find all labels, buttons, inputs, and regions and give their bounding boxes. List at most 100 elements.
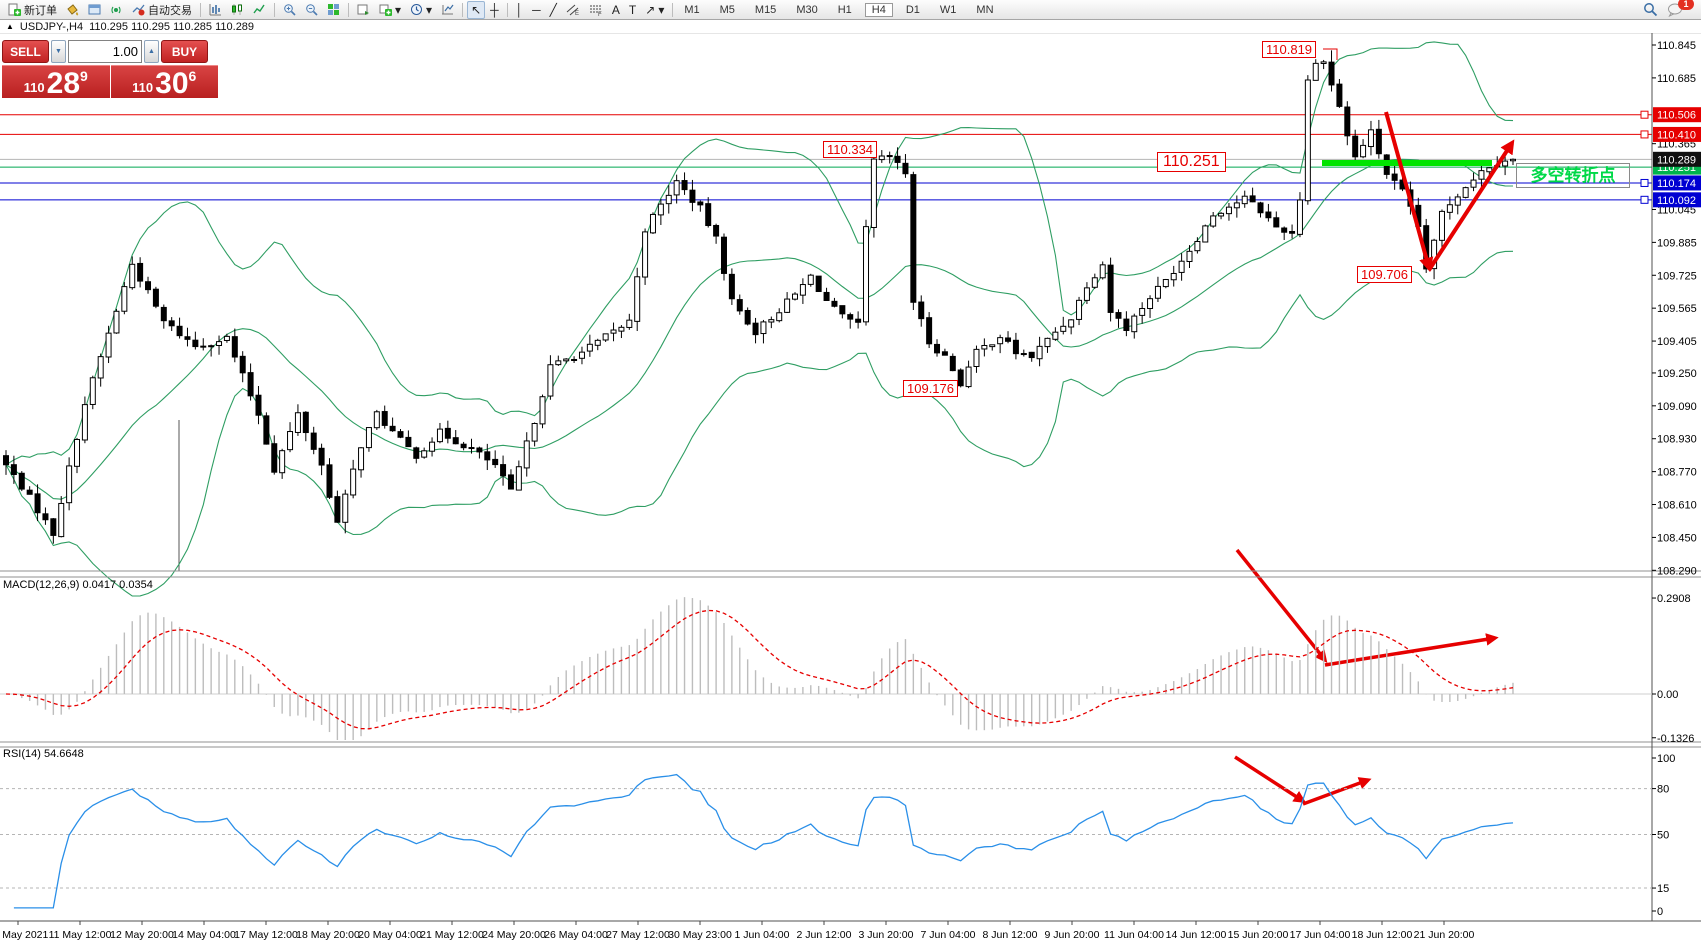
svg-text:109.250: 109.250 — [1657, 368, 1697, 380]
volume-decrement-button[interactable]: ▼ — [51, 40, 66, 63]
svg-text:E: E — [575, 11, 579, 16]
price-annotation-label[interactable]: 109.176 — [903, 380, 958, 397]
svg-text:17 Jun 04:00: 17 Jun 04:00 — [1290, 929, 1351, 941]
sell-price[interactable]: 110 28 9 — [2, 65, 110, 99]
timeframe-MN[interactable]: MN — [976, 3, 994, 16]
buy-price[interactable]: 110 30 6 — [110, 65, 218, 99]
svg-text:14 May 04:00: 14 May 04:00 — [172, 929, 236, 941]
annotation-text[interactable]: 多空转折点 — [1516, 163, 1630, 188]
toolbar-separator — [348, 2, 349, 17]
rsi-line — [13, 773, 1514, 909]
svg-text:110.685: 110.685 — [1657, 73, 1696, 85]
trend-arrows[interactable] — [1234, 111, 1515, 806]
green-highlight-segment[interactable] — [1322, 160, 1492, 166]
tile-windows-button[interactable] — [323, 1, 344, 19]
toolbar-separator — [506, 2, 508, 17]
volume-input[interactable] — [68, 40, 142, 63]
timeframe-H1[interactable]: H1 — [837, 3, 852, 16]
buy-button[interactable]: BUY — [161, 40, 208, 63]
signal-button[interactable] — [106, 1, 127, 19]
new-order-icon — [8, 3, 21, 16]
timeframe-M30[interactable]: M30 — [796, 3, 818, 16]
zoom-out-icon — [306, 4, 318, 16]
bar-chart-button[interactable] — [205, 1, 226, 19]
crosshair-icon: ┼ — [490, 2, 499, 17]
search-button[interactable] — [1639, 1, 1662, 19]
svg-text:109.090: 109.090 — [1657, 401, 1697, 413]
collapse-triangle-icon[interactable]: ▲ — [6, 22, 14, 31]
line-anchor-handle[interactable] — [1640, 130, 1649, 139]
crosshair-tool-button[interactable]: ┼ — [486, 1, 503, 19]
trade-controls-row: SELL ▼ ▲ BUY — [2, 40, 218, 63]
profiles-icon — [357, 4, 369, 15]
autotrading-button[interactable]: 自动交易 — [128, 1, 196, 19]
market-watch-button[interactable] — [84, 1, 105, 19]
horizontal-lines[interactable] — [0, 114, 1652, 201]
zoom-in-button[interactable] — [279, 1, 300, 19]
timeframe-M1[interactable]: M1 — [684, 3, 700, 16]
price-annotation-label[interactable]: 109.706 — [1357, 266, 1412, 283]
svg-text:10 May 2021: 10 May 2021 — [0, 929, 49, 941]
line-chart-button[interactable] — [249, 1, 270, 19]
svg-text:0.00: 0.00 — [1657, 689, 1678, 701]
arrows-tool-button[interactable]: ↗ ▾ — [641, 1, 668, 19]
periods-button[interactable]: ▾ — [406, 1, 436, 19]
svg-text:110.092: 110.092 — [1657, 195, 1696, 207]
cursor-tool-button[interactable]: ↖ — [467, 0, 486, 19]
label-connector — [1323, 48, 1338, 60]
channel-tool-button[interactable]: E — [562, 1, 584, 19]
new-order-button[interactable]: 新订单 — [4, 1, 61, 19]
text-tool-button[interactable]: A — [608, 1, 624, 19]
fibonacci-tool-button[interactable]: F — [585, 1, 607, 19]
notification-badge: 1 — [1678, 0, 1694, 10]
label-tool-button[interactable]: T — [625, 1, 640, 19]
svg-text:-0.1326: -0.1326 — [1657, 733, 1694, 745]
line-anchor-handle[interactable] — [1640, 195, 1649, 204]
svg-text:30 May 23:00: 30 May 23:00 — [668, 929, 732, 941]
profiles-button[interactable] — [353, 1, 374, 19]
timeframe-W1[interactable]: W1 — [939, 3, 957, 16]
svg-text:110.410: 110.410 — [1657, 129, 1696, 141]
svg-text:108.610: 108.610 — [1657, 500, 1697, 512]
styles-bucket-button[interactable] — [62, 1, 83, 19]
line-anchor-handle[interactable] — [1640, 178, 1649, 187]
price-annotation-label[interactable]: 110.334 — [823, 141, 878, 158]
rsi-axis[interactable]: 100 80 50 15 0 — [1652, 753, 1675, 918]
timeframe-M15[interactable]: M15 — [754, 3, 777, 16]
timeframe-M5[interactable]: M5 — [719, 3, 735, 16]
svg-text:18 May 20:00: 18 May 20:00 — [296, 929, 360, 941]
indicators-button[interactable]: ▾ — [375, 1, 405, 19]
price-axis[interactable]: 110.845110.685110.365110.045109.885109.7… — [1652, 40, 1701, 577]
vertical-line-tool-button[interactable]: │ — [512, 1, 528, 19]
trendline-tool-button[interactable]: ╱ — [546, 1, 561, 19]
horizontal-line-tool-button[interactable]: ─ — [528, 1, 545, 19]
svg-text:27 May 12:00: 27 May 12:00 — [606, 929, 670, 941]
panel-borders — [0, 32, 1701, 922]
trade-prices-row: 110 28 9 110 30 6 — [2, 65, 218, 99]
price-annotation-label[interactable]: 110.819 — [1262, 41, 1317, 58]
sell-button[interactable]: SELL — [2, 40, 49, 63]
equidistant-channel-icon: E — [566, 4, 579, 16]
buy-price-base: 110 — [132, 80, 154, 95]
clock-icon — [411, 4, 423, 15]
notifications-button[interactable]: 1 — [1663, 0, 1694, 19]
svg-text:3 Jun 20:00: 3 Jun 20:00 — [859, 929, 914, 941]
svg-text:50: 50 — [1657, 830, 1669, 842]
line-anchor-handle[interactable] — [1640, 110, 1649, 119]
timeframe-H4[interactable]: H4 — [864, 2, 893, 17]
price-annotation-label[interactable]: 110.251 — [1157, 152, 1226, 172]
timeframe-D1[interactable]: D1 — [905, 3, 920, 16]
main-toolbar: 新订单 自动交易 — [0, 0, 1701, 20]
candlestick-button[interactable] — [227, 1, 248, 19]
volume-increment-button[interactable]: ▲ — [144, 40, 159, 63]
svg-text:20 May 04:00: 20 May 04:00 — [358, 929, 422, 941]
zoom-out-button[interactable] — [301, 1, 322, 19]
macd-axis[interactable]: 0.2908 0.00 -0.1326 — [1652, 593, 1694, 745]
svg-text:0.2908: 0.2908 — [1657, 593, 1691, 605]
toolbar-separator — [274, 2, 275, 17]
buy-price-sup: 6 — [188, 68, 197, 84]
chart-shift-button[interactable] — [437, 1, 458, 19]
